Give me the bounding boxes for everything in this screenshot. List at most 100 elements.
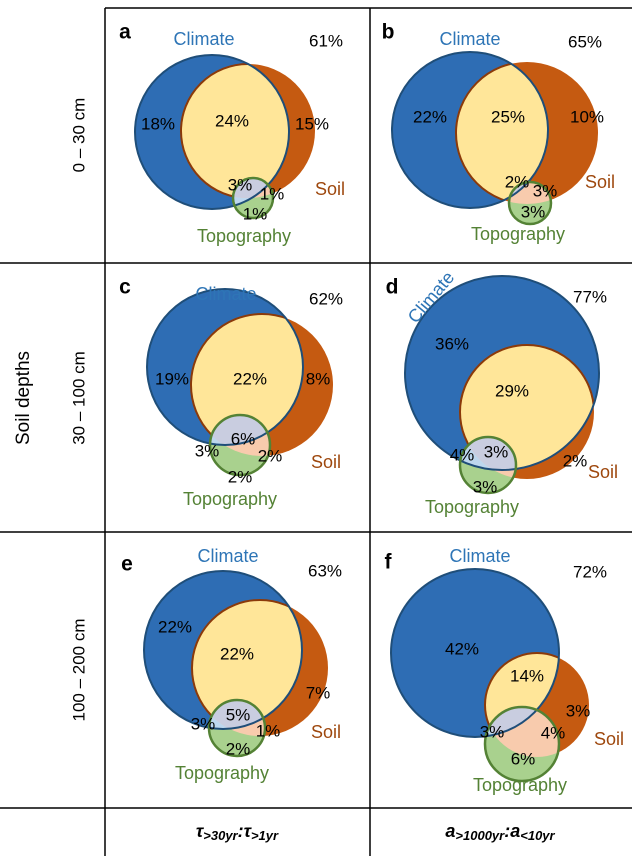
set-label: Climate — [197, 546, 258, 566]
row-label: 0 – 30 cm — [69, 98, 88, 173]
set-label: Soil — [311, 452, 341, 472]
region-value: 6% — [511, 749, 536, 768]
region-value: 2% — [258, 446, 283, 465]
region-value: 29% — [495, 381, 529, 400]
set-label: Topography — [425, 497, 519, 517]
set-label: Soil — [315, 179, 345, 199]
climate-outline — [146, 288, 304, 446]
venn-diagram — [146, 288, 333, 477]
region-value: 22% — [220, 644, 254, 663]
total-explained: 61% — [309, 31, 343, 50]
region-value: 24% — [215, 111, 249, 130]
region-value: 5% — [226, 705, 251, 724]
topography-outline — [507, 180, 553, 226]
region-value: 3% — [484, 442, 509, 461]
venn-diagram — [404, 275, 600, 495]
climate-outline — [390, 568, 560, 738]
panel-letter: f — [385, 551, 393, 574]
total-explained: 63% — [308, 561, 342, 580]
region-value: 25% — [491, 107, 525, 126]
region-value: 14% — [510, 666, 544, 685]
set-label: Soil — [594, 729, 624, 749]
region-value: 15% — [295, 114, 329, 133]
topography-outline — [458, 435, 518, 495]
region-value: 4% — [450, 445, 475, 464]
region-value: 22% — [413, 107, 447, 126]
column-label: τ>30yr:τ>1yr — [196, 821, 279, 844]
venn-diagram — [391, 51, 598, 226]
region-value: 2% — [226, 739, 251, 758]
row-label: 100 – 200 cm — [69, 618, 88, 721]
region-value: 22% — [233, 369, 267, 388]
total-explained: 65% — [568, 32, 602, 51]
set-label: Soil — [588, 462, 618, 482]
region-value: 1% — [243, 204, 268, 223]
column-label-part: >30yr — [203, 828, 238, 843]
topography-outline — [231, 176, 275, 220]
venn-diagram — [134, 54, 315, 220]
region-value: 6% — [231, 429, 256, 448]
region-value: 18% — [141, 114, 175, 133]
region-value: 4% — [541, 723, 566, 742]
region-value: 2% — [563, 451, 588, 470]
topography-outline — [483, 705, 561, 783]
set-label: Topography — [471, 224, 565, 244]
row-label: 30 – 100 cm — [69, 351, 88, 445]
region-value: 7% — [306, 683, 331, 702]
region-value: 3% — [566, 701, 591, 720]
set-label: Topography — [197, 226, 291, 246]
column-label-part: <10yr — [520, 828, 555, 843]
soil-topography-overlap — [509, 182, 551, 204]
column-label-part: >1000yr — [455, 828, 505, 843]
set-label: Climate — [449, 546, 510, 566]
set-label: Climate — [173, 29, 234, 49]
panel-letter: b — [382, 21, 395, 44]
all-overlap — [460, 437, 516, 470]
region-value: 3% — [521, 202, 546, 221]
venn-diagram — [390, 568, 589, 783]
column-label-part: :τ — [238, 821, 253, 841]
topography-outline — [207, 698, 267, 758]
column-label: a>1000yr:a<10yr — [445, 821, 555, 844]
region-value: 2% — [228, 467, 253, 486]
venn-diagram — [143, 570, 328, 758]
region-value: 3% — [533, 181, 558, 200]
panel-letter: e — [121, 553, 133, 576]
set-label: Topography — [183, 489, 277, 509]
climate-outline — [391, 51, 549, 209]
total-explained: 62% — [309, 289, 343, 308]
region-value: 3% — [195, 441, 220, 460]
y-axis-label: Soil depths — [13, 351, 34, 445]
region-value: 36% — [435, 334, 469, 353]
region-value: 3% — [480, 722, 505, 741]
region-value: 1% — [256, 721, 281, 740]
region-value: 3% — [191, 714, 216, 733]
set-label: Climate — [195, 284, 256, 304]
set-label: Soil — [585, 172, 615, 192]
set-label: Climate — [439, 29, 500, 49]
region-value: 10% — [570, 107, 604, 126]
region-value: 3% — [473, 477, 498, 496]
panel-letter: d — [386, 276, 399, 299]
set-label: Soil — [311, 722, 341, 742]
all-overlap — [233, 178, 273, 198]
column-label-part: τ — [196, 821, 205, 841]
column-label-part: :a — [504, 821, 520, 841]
region-value: 1% — [260, 184, 285, 203]
topography-outline — [208, 413, 272, 477]
region-value: 2% — [505, 172, 530, 191]
climate-outline — [143, 570, 303, 730]
climate-outline — [404, 275, 600, 471]
total-explained: 77% — [573, 287, 607, 306]
total-explained: 72% — [573, 562, 607, 581]
region-value: 42% — [445, 639, 479, 658]
region-value: 3% — [228, 175, 253, 194]
column-label-part: a — [445, 821, 455, 841]
region-value: 19% — [155, 369, 189, 388]
all-overlap — [210, 415, 270, 445]
region-value: 22% — [158, 617, 192, 636]
climate-outline — [134, 54, 290, 210]
panel-letter: a — [119, 21, 131, 44]
set-label: Topography — [175, 763, 269, 783]
